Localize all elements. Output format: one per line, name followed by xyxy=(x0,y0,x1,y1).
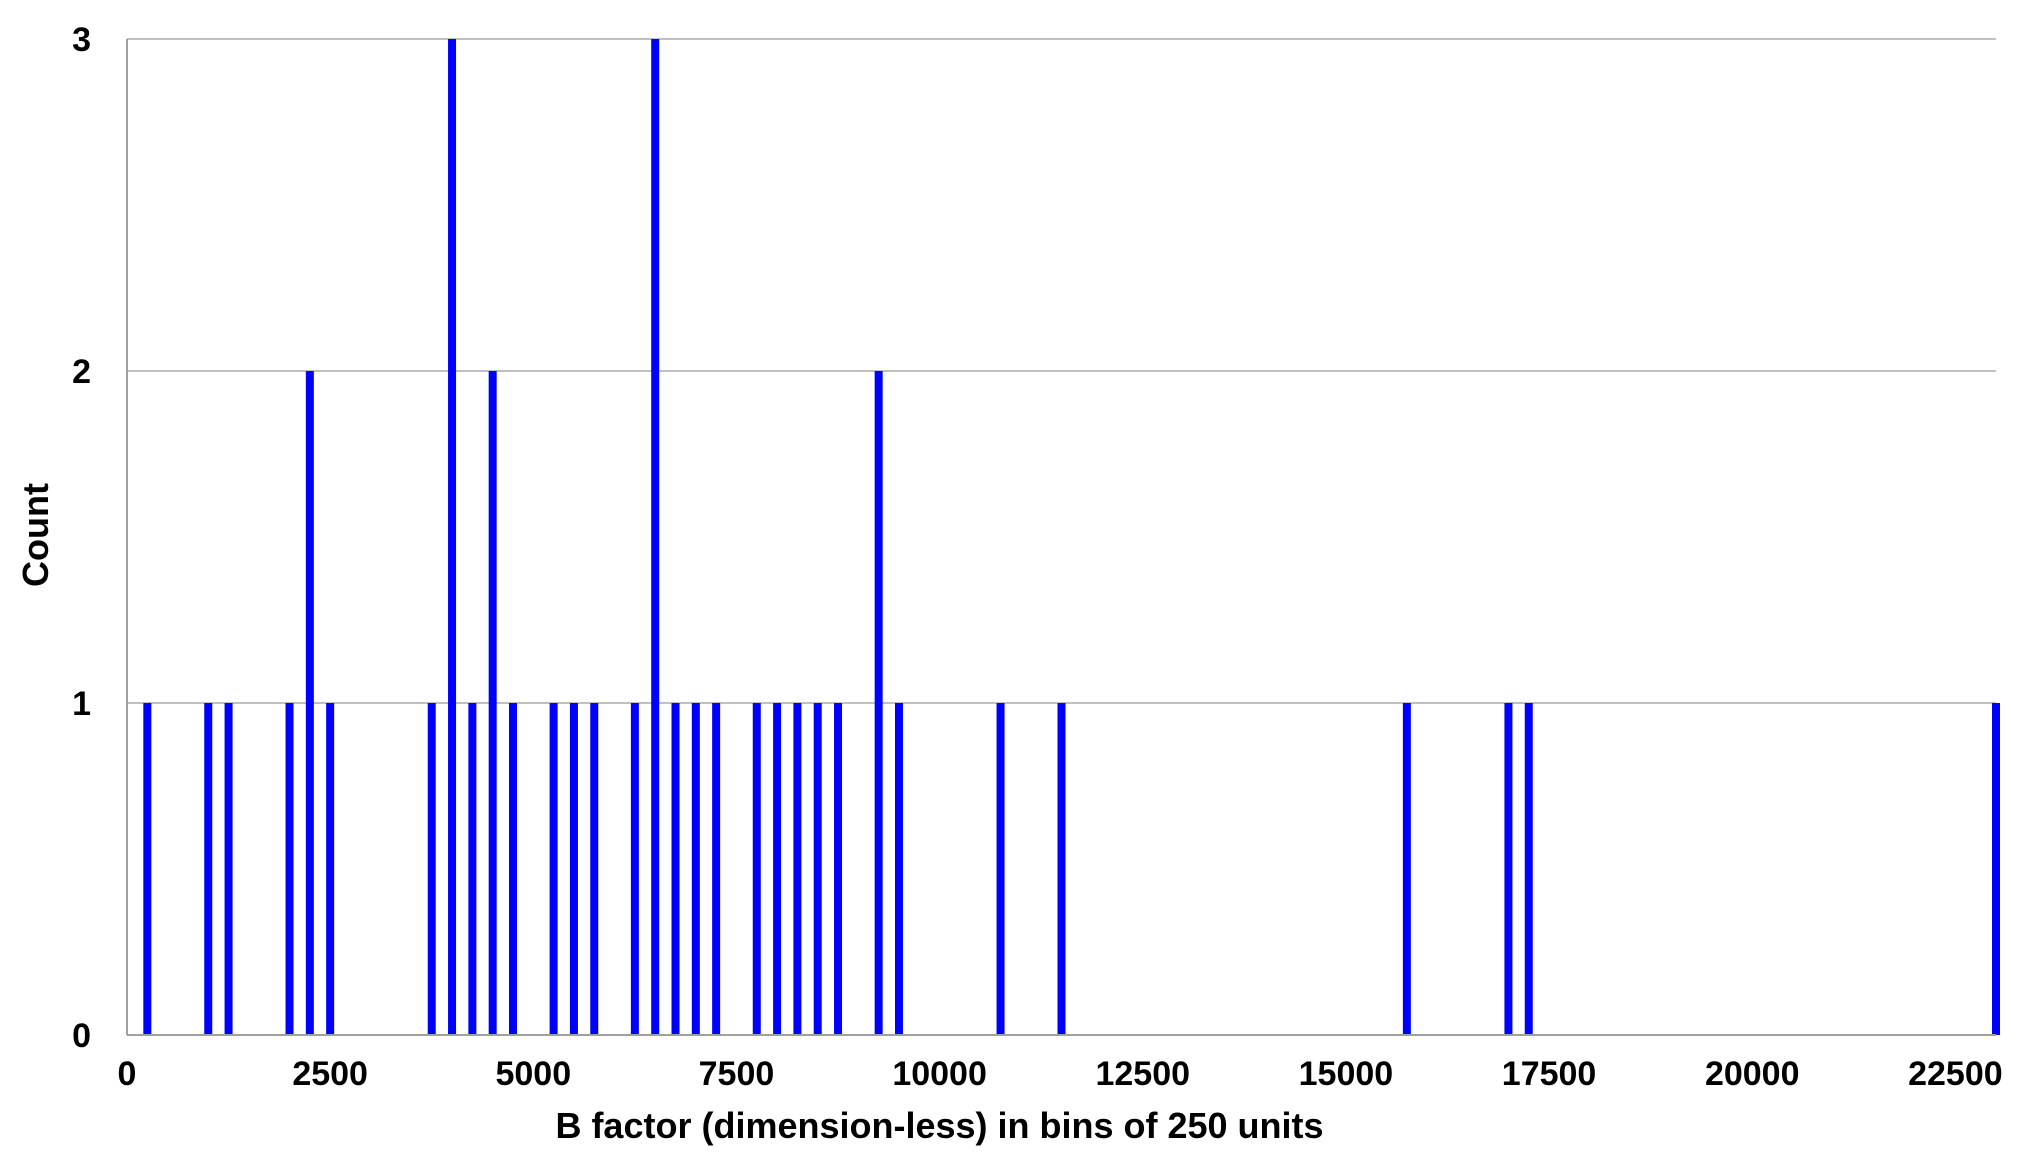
x-axis-title: B factor (dimension-less) in bins of 250… xyxy=(555,1105,1323,1146)
bar-8250 xyxy=(793,703,802,1035)
bar-4750 xyxy=(508,703,517,1035)
x-tick-label-0: 0 xyxy=(118,1055,137,1093)
x-tick-labels: 0 2500 5000 7500 10000 12500 15000 17500 20000 22… xyxy=(118,1055,2003,1093)
bar-5250 xyxy=(549,703,558,1035)
bar-7000 xyxy=(691,703,700,1035)
y-axis-title: Count xyxy=(15,483,56,587)
bar-5750 xyxy=(590,703,599,1035)
bar-15750 xyxy=(1402,703,1411,1035)
bar-5500 xyxy=(569,703,578,1035)
bar-23000 xyxy=(1992,703,2000,1035)
bar-6250 xyxy=(630,703,639,1035)
x-tick-label-7500: 7500 xyxy=(699,1055,775,1093)
bar-9500 xyxy=(894,703,903,1035)
bar-2250 xyxy=(305,371,314,1035)
bar-7750 xyxy=(752,703,761,1035)
bar-250 xyxy=(143,703,152,1035)
x-tick-label-20000: 20000 xyxy=(1705,1055,1800,1093)
bar-17250 xyxy=(1524,703,1533,1035)
bars xyxy=(143,39,2000,1035)
bar-1250 xyxy=(224,703,233,1035)
x-tick-label-10000: 10000 xyxy=(892,1055,987,1093)
bar-1000 xyxy=(204,703,213,1035)
x-tick-label-15000: 15000 xyxy=(1299,1055,1394,1093)
gridlines xyxy=(127,38,1996,704)
x-tick-label-12500: 12500 xyxy=(1095,1055,1190,1093)
bar-11500 xyxy=(1057,703,1066,1035)
bar-17000 xyxy=(1504,703,1513,1035)
bar-3750 xyxy=(427,703,436,1035)
bar-2500 xyxy=(326,703,335,1035)
bar-8500 xyxy=(813,703,822,1035)
bar-6750 xyxy=(671,703,680,1035)
x-tick-label-22500: 22500 xyxy=(1908,1055,2003,1093)
x-tick-label-5000: 5000 xyxy=(495,1055,571,1093)
x-tick-label-2500: 2500 xyxy=(292,1055,368,1093)
y-tick-labels: 0 1 2 3 xyxy=(72,21,91,1055)
bar-4500 xyxy=(488,371,497,1035)
y-tick-label-3: 3 xyxy=(72,21,91,59)
bar-10750 xyxy=(996,703,1005,1035)
bar-7250 xyxy=(712,703,721,1035)
bar-8750 xyxy=(834,703,843,1035)
bar-6500 xyxy=(651,39,660,1035)
bar-4000 xyxy=(448,39,457,1035)
bar-4250 xyxy=(468,703,477,1035)
y-tick-label-1: 1 xyxy=(72,685,91,723)
bar-9250 xyxy=(874,371,883,1035)
x-tick-label-17500: 17500 xyxy=(1502,1055,1597,1093)
bar-2000 xyxy=(285,703,294,1035)
bar-8000 xyxy=(773,703,782,1035)
y-tick-label-2: 2 xyxy=(72,353,91,391)
y-tick-label-0: 0 xyxy=(72,1017,91,1055)
